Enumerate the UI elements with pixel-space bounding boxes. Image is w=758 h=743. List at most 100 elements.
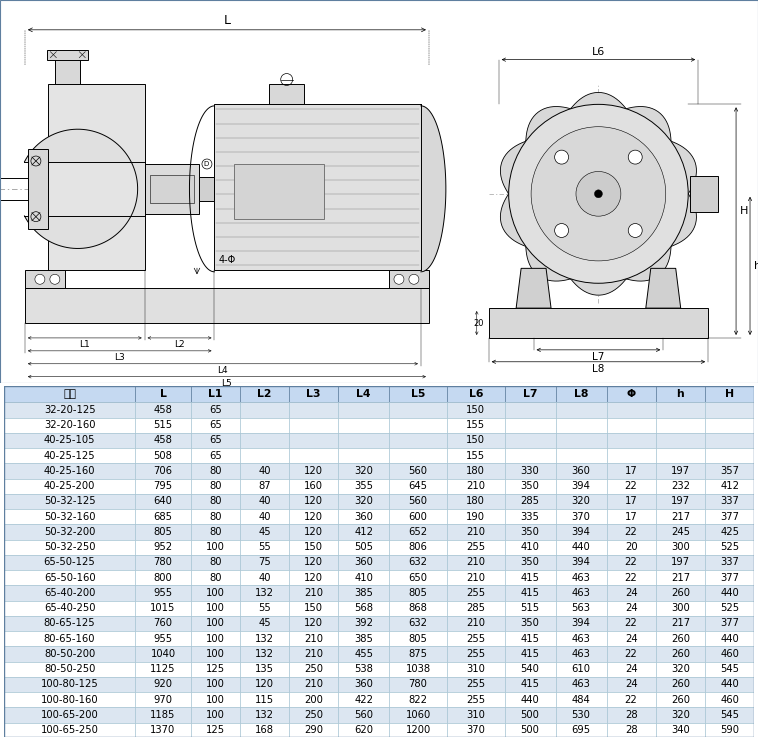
Text: 285: 285 (466, 603, 485, 613)
Text: 40-25-200: 40-25-200 (44, 481, 96, 491)
Text: 80-50-200: 80-50-200 (44, 649, 96, 659)
Bar (705, 661, 754, 677)
Bar (136, 585, 190, 600)
Bar (338, 448, 389, 464)
Bar (556, 525, 606, 539)
Text: 320: 320 (671, 664, 690, 674)
Bar (705, 646, 754, 661)
Text: 760: 760 (153, 618, 173, 629)
Bar (556, 677, 606, 692)
Bar (556, 555, 606, 570)
Text: 135: 135 (255, 664, 274, 674)
Text: 80: 80 (209, 481, 221, 491)
Bar (705, 525, 754, 539)
Text: 392: 392 (354, 618, 373, 629)
Text: 952: 952 (153, 542, 173, 552)
Text: 型號: 型號 (63, 389, 76, 400)
Bar (4, 403, 136, 418)
Text: 350: 350 (521, 481, 540, 491)
Text: 500: 500 (521, 725, 540, 735)
Bar (4, 585, 136, 600)
Text: 780: 780 (409, 679, 428, 690)
Bar (606, 616, 656, 631)
Circle shape (531, 127, 666, 261)
Circle shape (394, 274, 404, 285)
Bar (656, 646, 705, 661)
Bar (447, 555, 505, 570)
Bar (556, 692, 606, 707)
Bar (705, 555, 754, 570)
Bar (4, 692, 136, 707)
Text: 260: 260 (671, 695, 690, 704)
Text: 706: 706 (153, 466, 173, 476)
Text: H: H (740, 207, 748, 216)
Circle shape (409, 274, 419, 285)
Bar (190, 478, 240, 494)
Text: 530: 530 (572, 710, 590, 720)
Bar (705, 723, 754, 738)
Bar (489, 308, 708, 338)
Text: 120: 120 (304, 557, 323, 568)
Bar (4, 555, 136, 570)
Text: 320: 320 (354, 466, 373, 476)
Bar (338, 631, 389, 646)
Text: 100: 100 (205, 695, 224, 704)
Bar (240, 478, 289, 494)
Text: 40-25-125: 40-25-125 (44, 451, 96, 461)
Bar (505, 433, 556, 448)
Bar (705, 585, 754, 600)
Text: 210: 210 (466, 573, 485, 583)
Text: 1185: 1185 (150, 710, 176, 720)
Bar (447, 585, 505, 600)
Bar (447, 525, 505, 539)
Bar (289, 478, 338, 494)
Bar (190, 585, 240, 600)
Text: 120: 120 (304, 512, 323, 522)
Bar (606, 539, 656, 555)
Circle shape (555, 150, 568, 164)
Bar (656, 585, 705, 600)
Text: 394: 394 (572, 557, 590, 568)
Bar (289, 707, 338, 723)
Text: L6: L6 (468, 389, 483, 400)
Bar (505, 478, 556, 494)
Text: L2: L2 (174, 340, 185, 349)
Bar (389, 707, 447, 723)
Text: 24: 24 (625, 588, 637, 598)
Text: 65-50-160: 65-50-160 (44, 573, 96, 583)
Text: 80: 80 (209, 557, 221, 568)
Bar (4, 478, 136, 494)
Bar (338, 403, 389, 418)
Bar (505, 616, 556, 631)
Bar (505, 585, 556, 600)
Text: L5: L5 (411, 389, 425, 400)
Bar (656, 723, 705, 738)
Bar (190, 555, 240, 570)
Text: 210: 210 (304, 679, 323, 690)
Text: 87: 87 (258, 481, 271, 491)
Text: 415: 415 (521, 634, 540, 643)
Text: L6: L6 (592, 47, 605, 56)
Bar (4, 494, 136, 509)
Text: 377: 377 (720, 618, 739, 629)
Bar (289, 494, 338, 509)
Bar (389, 464, 447, 478)
Text: 412: 412 (354, 527, 373, 537)
Bar (447, 723, 505, 738)
Text: 210: 210 (466, 618, 485, 629)
Bar (656, 525, 705, 539)
Bar (656, 692, 705, 707)
Bar (705, 494, 754, 509)
Bar (190, 570, 240, 585)
Text: 260: 260 (671, 634, 690, 643)
Bar (447, 403, 505, 418)
Bar (289, 616, 338, 631)
Bar (389, 525, 447, 539)
Bar (606, 692, 656, 707)
Bar (606, 661, 656, 677)
Text: 463: 463 (572, 679, 590, 690)
Text: 100: 100 (205, 588, 224, 598)
Text: 217: 217 (671, 512, 690, 522)
Text: 645: 645 (409, 481, 428, 491)
Text: 415: 415 (521, 573, 540, 583)
